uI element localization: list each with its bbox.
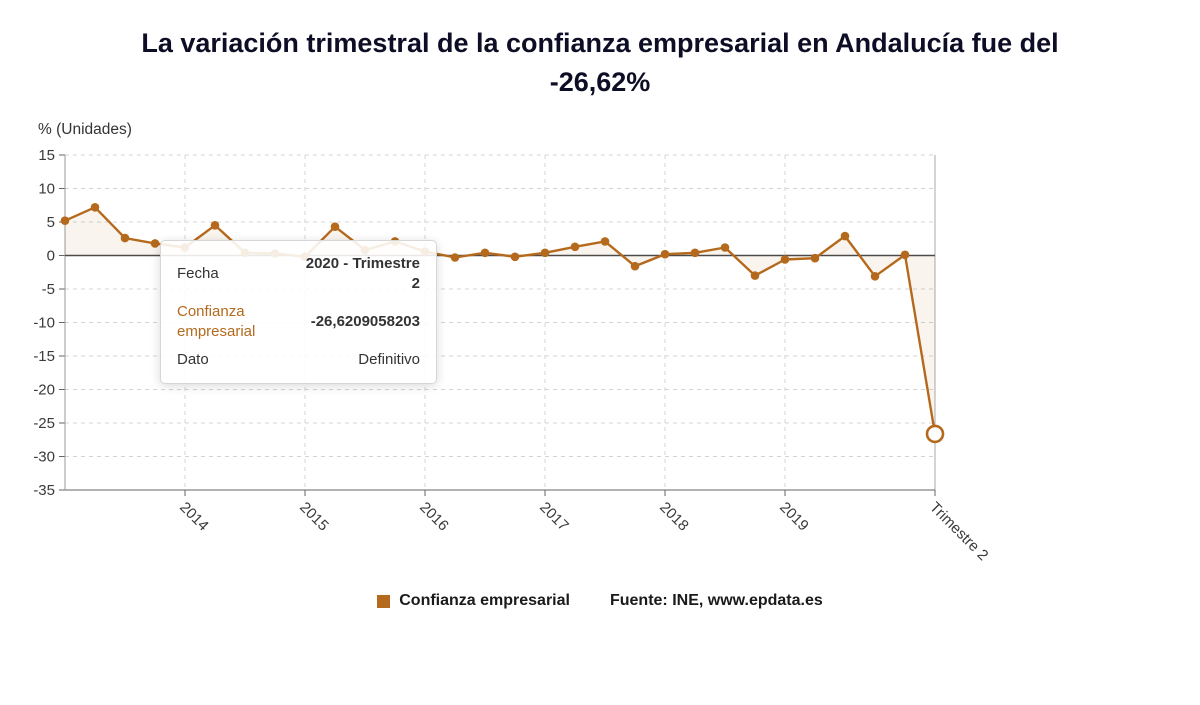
data-point[interactable] <box>900 250 910 260</box>
x-tick-label: 2015 <box>296 499 332 535</box>
data-point[interactable] <box>210 221 220 230</box>
data-point[interactable] <box>840 231 850 241</box>
legend-label: Confianza empresarial <box>399 592 570 609</box>
y-tick-label: -35 <box>33 482 55 499</box>
y-tick-label: -20 <box>33 382 55 399</box>
legend: Confianza empresarial Fuente: INE, www.e… <box>0 592 1200 610</box>
data-point[interactable] <box>450 253 460 262</box>
data-point[interactable] <box>60 216 70 225</box>
data-point[interactable] <box>720 243 730 252</box>
tooltip-row-dato: Dato Definitivo <box>177 350 420 370</box>
data-point[interactable] <box>150 239 160 248</box>
tooltip-row-series: Confianza empresarial -26,6209058203 <box>177 302 420 341</box>
data-point[interactable] <box>330 222 340 231</box>
x-tick-label: 2019 <box>776 499 812 535</box>
y-tick-label: -5 <box>42 281 55 298</box>
highlighted-data-point[interactable] <box>925 424 945 444</box>
chart-tooltip: Fecha 2020 - Trimestre 2 Confianza empre… <box>160 240 437 384</box>
data-point[interactable] <box>630 261 640 271</box>
legend-item-confianza[interactable]: Confianza empresarial <box>377 592 570 610</box>
data-point[interactable] <box>600 237 610 246</box>
series-color-swatch-icon <box>377 594 391 608</box>
page-title: La variación trimestral de la confianza … <box>141 28 1059 98</box>
x-tick-label: 2014 <box>176 499 212 535</box>
y-tick-label: 0 <box>47 248 55 265</box>
tooltip-series-label: Confianza empresarial <box>177 303 256 340</box>
y-tick-label: -10 <box>33 315 55 332</box>
data-point[interactable] <box>510 252 520 262</box>
source-text: Fuente: INE, www.epdata.es <box>609 592 823 609</box>
x-tick-label: 2018 <box>656 499 692 535</box>
data-point[interactable] <box>480 248 490 258</box>
x-tick-label: 2016 <box>416 499 452 535</box>
y-tick-label: -25 <box>33 415 55 432</box>
data-point[interactable] <box>570 242 580 252</box>
data-point[interactable] <box>90 203 100 212</box>
data-point[interactable] <box>870 272 880 281</box>
tooltip-series-value: -26,6209058203 <box>310 312 420 330</box>
tooltip-dato-label: Dato <box>177 351 209 368</box>
data-point[interactable] <box>120 233 130 243</box>
data-point[interactable] <box>660 249 670 259</box>
tooltip-fecha-value: 2020 - Trimestre 2 <box>305 255 420 292</box>
tooltip-fecha-label: Fecha <box>177 264 219 282</box>
y-tick-label: 10 <box>38 181 55 198</box>
data-point[interactable] <box>750 271 760 280</box>
x-tick-label: Trimestre 2 <box>926 499 991 564</box>
data-point[interactable] <box>540 248 550 258</box>
y-axis-title: % (Unidades) <box>38 121 132 138</box>
series-line <box>63 206 937 436</box>
x-tick-label: 2017 <box>536 499 572 535</box>
tooltip-dato-value: Definitivo <box>358 351 420 368</box>
y-tick-label: -30 <box>33 449 55 466</box>
data-point[interactable] <box>810 253 820 263</box>
data-point[interactable] <box>690 248 700 258</box>
y-tick-label: -15 <box>33 348 55 365</box>
tooltip-row-fecha: Fecha 2020 - Trimestre 2 <box>177 254 420 293</box>
y-tick-label: 5 <box>47 214 55 231</box>
data-point[interactable] <box>780 255 790 264</box>
y-tick-label: 15 <box>38 147 55 164</box>
